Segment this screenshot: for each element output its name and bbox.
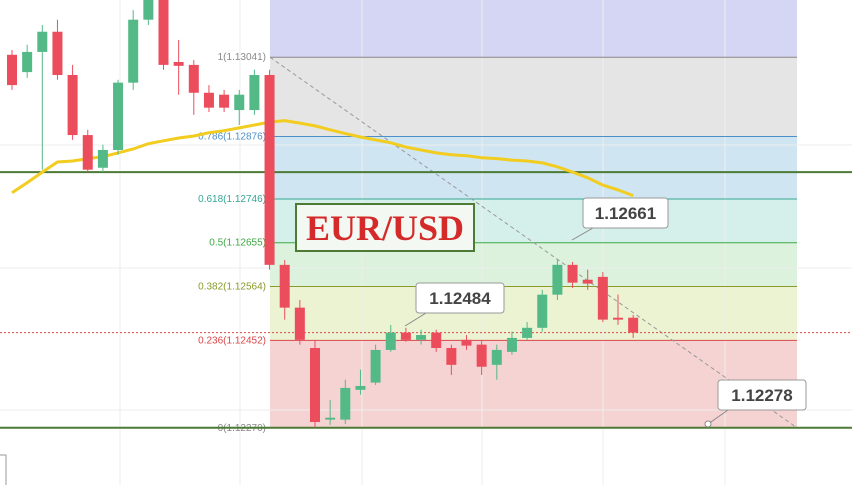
fib-label: 0.236(1.12452)	[198, 335, 266, 346]
candle-body	[552, 264, 563, 295]
candle-body	[446, 348, 457, 365]
candle-body	[249, 74, 260, 111]
candle-body	[188, 64, 199, 93]
candle-body	[340, 387, 351, 420]
candle-body	[567, 264, 578, 283]
fib-band	[270, 0, 797, 58]
candle-body	[506, 337, 517, 352]
candle-body	[52, 31, 63, 75]
callout-box	[717, 379, 807, 411]
candle-body	[491, 349, 502, 365]
fib-bands	[270, 0, 797, 428]
candle-body	[628, 317, 639, 333]
candle-body	[143, 0, 154, 20]
fib-band	[270, 286, 797, 341]
candle-body	[37, 31, 48, 52]
callout-text: 1.12484	[429, 289, 491, 308]
fib-label: 0.786(1.12876)	[198, 132, 266, 143]
candle-body	[385, 332, 396, 350]
callout-pointer	[404, 312, 427, 327]
candle-body	[128, 19, 139, 83]
candle-body	[264, 74, 275, 265]
callout-pointer	[707, 409, 729, 425]
callout-box	[415, 282, 505, 314]
candle-body	[67, 74, 78, 136]
candle-body	[294, 307, 305, 340]
fib-band	[270, 340, 797, 428]
fib-band	[270, 57, 797, 137]
candle-body	[582, 279, 593, 284]
candle-body	[97, 149, 108, 168]
widget-box	[0, 454, 7, 485]
candle-body	[597, 276, 608, 320]
annotations: EUR/USD 1.12661 1.12484 1.12278	[0, 197, 807, 485]
candle-body	[7, 54, 17, 86]
candle-body	[461, 339, 472, 346]
candle-body	[537, 294, 548, 328]
candle-body	[219, 94, 230, 108]
callout-pointer	[571, 227, 594, 241]
candles	[7, 0, 639, 428]
fib-band	[270, 136, 797, 199]
candle-body	[431, 332, 442, 349]
callout-anchor	[704, 420, 712, 428]
candle-body	[522, 327, 533, 338]
fib-label: 0.5(1.12655)	[209, 238, 266, 249]
candle-body	[173, 62, 184, 66]
candle-body	[325, 417, 336, 420]
candle-body	[370, 349, 381, 383]
candle-body	[310, 348, 320, 423]
callout-text: 1.12278	[731, 386, 792, 405]
candle-body	[82, 135, 93, 170]
chart-title: EUR/USD	[306, 208, 464, 248]
fib-label: 0.382(1.12564)	[198, 281, 266, 292]
title-box	[295, 203, 475, 252]
candle-body	[355, 385, 366, 390]
levels: 1(1.13041) 0.786(1.12876) 0.618(1.12746) 0.…	[0, 52, 852, 434]
candle-body	[613, 317, 623, 320]
candle-body	[279, 264, 290, 308]
fib-label: 0.618(1.12746)	[198, 194, 266, 205]
candle-body	[416, 335, 427, 340]
candle-body	[113, 82, 124, 150]
candle-body	[203, 92, 214, 108]
candle-body	[400, 332, 411, 340]
fib-label: 1(1.13041)	[218, 52, 266, 63]
candle-body	[234, 94, 245, 111]
moving-average-line	[11, 119, 634, 198]
candle-body	[22, 51, 33, 73]
trend-line	[269, 56, 798, 429]
callout-box	[582, 197, 669, 229]
moving-average	[11, 119, 634, 198]
candle-body	[476, 344, 487, 367]
candle-body	[158, 0, 169, 65]
callout-text: 1.12661	[595, 204, 656, 223]
